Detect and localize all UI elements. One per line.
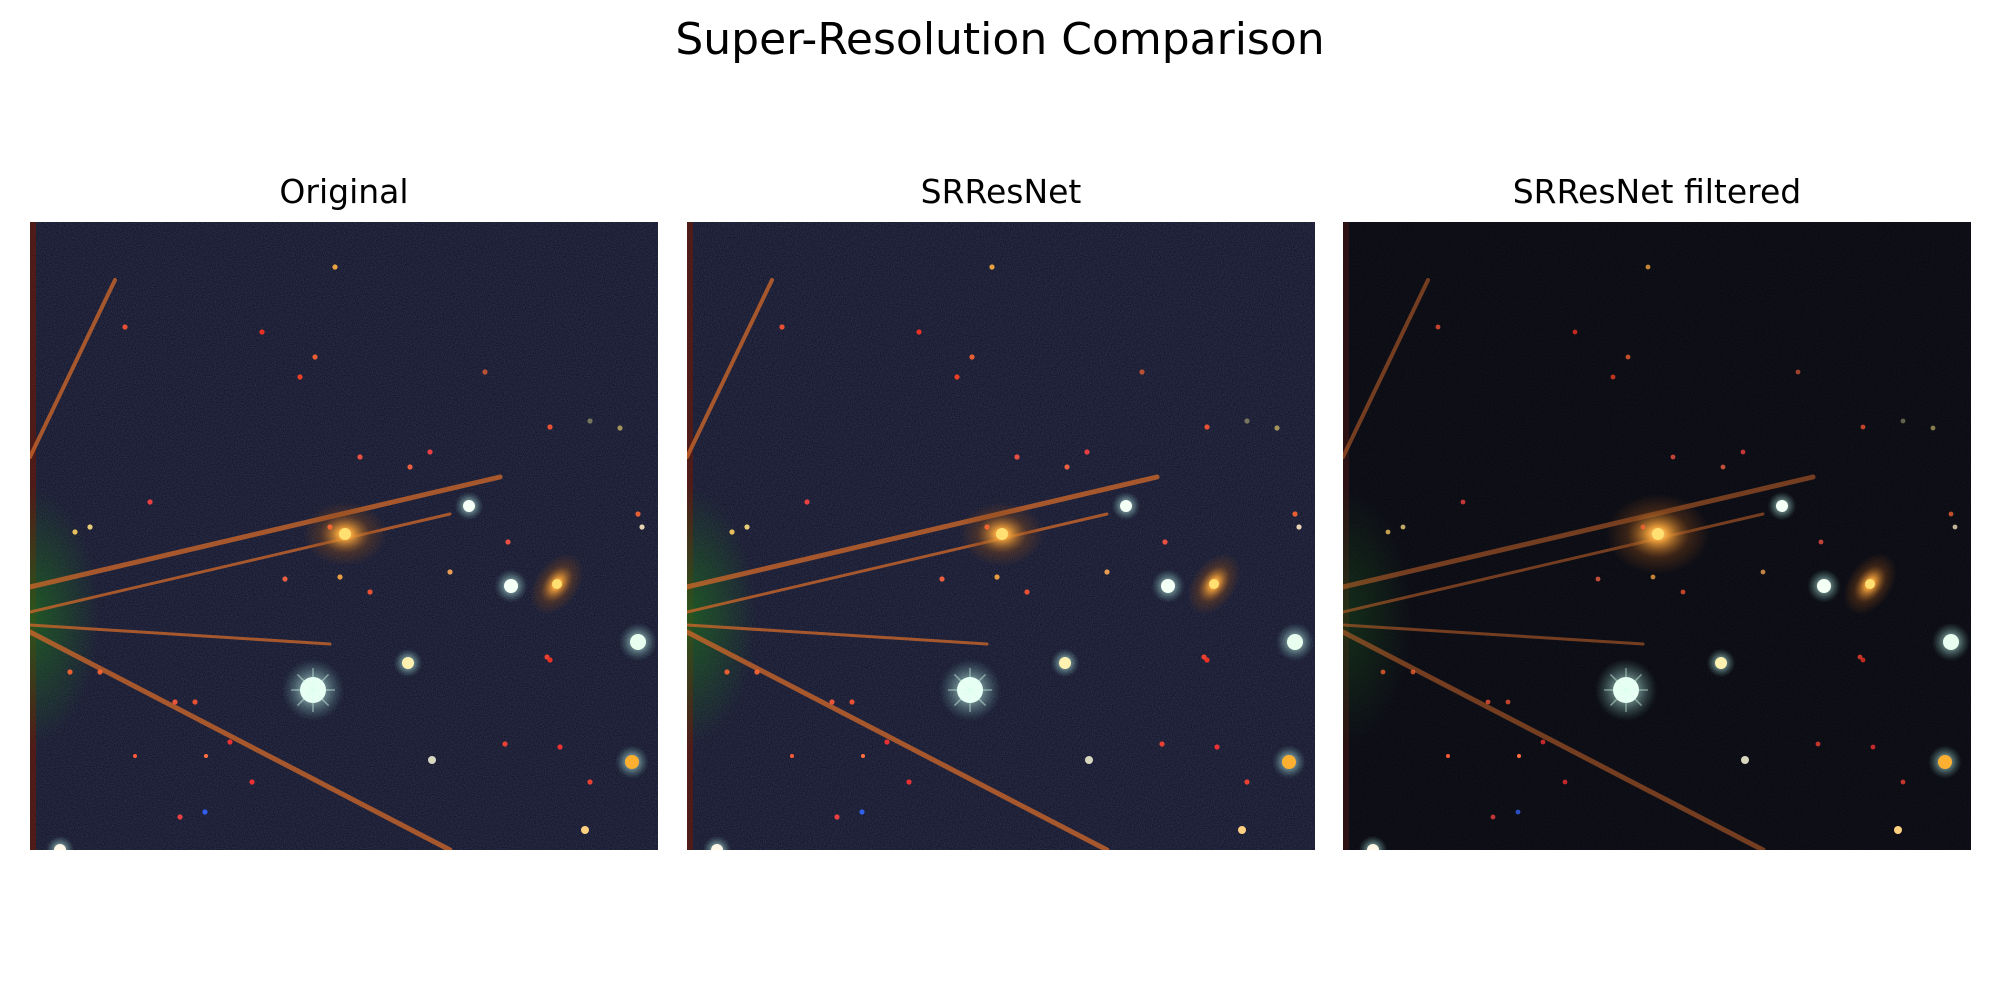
astronomy-image-original [30, 222, 658, 850]
image-panel-srresnet [687, 222, 1315, 850]
astronomy-image-filtered [1343, 222, 1971, 850]
panel-title-original: Original [279, 172, 409, 211]
image-panel-srresnet-filtered [1343, 222, 1971, 850]
panel-title-srresnet-filtered: SRResNet filtered [1512, 172, 1802, 211]
image-panel-original [30, 222, 658, 850]
figure-title: Super-Resolution Comparison [675, 14, 1325, 65]
astronomy-image-srresnet [687, 222, 1315, 850]
panel-title-srresnet: SRResNet [920, 172, 1082, 211]
